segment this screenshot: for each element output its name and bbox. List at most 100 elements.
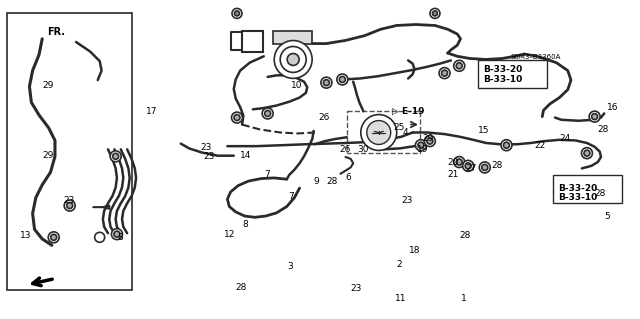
Text: 28: 28 [460,231,470,240]
Text: 23: 23 [200,143,212,152]
Circle shape [589,111,600,122]
Text: 6: 6 [346,174,351,182]
Bar [347,111,420,152]
Text: 14: 14 [240,151,252,160]
Circle shape [463,160,474,171]
Text: B-33-20: B-33-20 [558,184,598,193]
Text: 23: 23 [204,152,215,161]
Circle shape [287,54,299,65]
Circle shape [456,159,462,165]
Text: 28: 28 [491,161,502,170]
Text: FR.: FR. [47,27,65,37]
Text: 20: 20 [448,158,459,167]
Circle shape [456,63,462,69]
Circle shape [67,203,73,209]
Circle shape [367,121,391,145]
Circle shape [482,165,488,170]
Bar [273,31,312,44]
Circle shape [591,114,598,120]
Text: 28: 28 [595,189,606,198]
Bar [7,13,132,290]
Circle shape [265,110,271,116]
Text: B-33-10: B-33-10 [558,193,598,202]
Circle shape [361,115,397,151]
Text: 28: 28 [598,125,609,134]
Text: 7: 7 [264,170,270,179]
Circle shape [262,108,273,119]
Text: 23: 23 [351,284,362,293]
Circle shape [111,229,122,240]
Bar [242,31,262,51]
Circle shape [501,140,512,151]
Text: 2: 2 [397,260,403,269]
Circle shape [582,148,593,159]
Text: 29: 29 [422,134,433,143]
Text: B-33-10: B-33-10 [483,75,523,84]
Text: ▷ E-19: ▷ E-19 [392,107,425,116]
Circle shape [232,8,242,19]
Circle shape [339,77,346,82]
Text: 26: 26 [319,113,330,122]
Text: 30: 30 [357,145,369,154]
Circle shape [274,41,312,78]
Text: 9: 9 [314,177,319,186]
Circle shape [234,11,239,16]
Circle shape [114,231,120,237]
Text: S6M3–B3360A: S6M3–B3360A [510,54,561,60]
Text: 25: 25 [394,122,405,132]
Circle shape [51,234,57,240]
Circle shape [48,232,59,243]
Circle shape [418,142,424,148]
Text: B-33-20: B-33-20 [483,65,523,74]
Circle shape [95,232,105,242]
Text: 22: 22 [534,141,545,150]
Text: 4: 4 [403,128,409,137]
Circle shape [442,70,447,76]
Text: 28: 28 [326,177,338,186]
Circle shape [323,80,330,85]
Text: 26: 26 [339,145,351,154]
Circle shape [321,77,332,88]
Circle shape [454,157,465,167]
Text: 17: 17 [147,107,158,116]
Text: 1: 1 [461,294,467,303]
Text: 16: 16 [607,103,619,112]
Circle shape [584,150,590,156]
Text: 15: 15 [478,126,490,135]
Circle shape [454,60,465,71]
Circle shape [427,138,433,144]
Circle shape [337,74,348,85]
Circle shape [280,47,306,72]
Circle shape [234,115,240,121]
Text: 29: 29 [42,151,54,160]
Text: 19: 19 [417,145,429,154]
Text: 10: 10 [291,81,303,90]
Text: 21: 21 [448,170,459,179]
Text: 28: 28 [236,283,247,292]
Text: 18: 18 [410,247,421,256]
Text: 7: 7 [288,192,294,202]
Circle shape [110,151,121,162]
Text: 8: 8 [242,220,248,229]
Circle shape [424,136,435,146]
Bar [553,175,622,203]
Circle shape [64,200,75,211]
Circle shape [433,11,438,16]
Text: 11: 11 [396,294,407,303]
Text: 13: 13 [20,231,31,240]
Text: 24: 24 [559,134,571,143]
Circle shape [232,112,243,123]
Text: 23: 23 [402,196,413,205]
Text: 5: 5 [604,212,610,221]
Circle shape [465,163,471,169]
Circle shape [415,140,426,151]
Text: 29: 29 [42,81,54,90]
Text: 27: 27 [466,164,477,173]
Text: 3: 3 [287,262,292,271]
Text: 23: 23 [63,196,75,205]
Circle shape [430,8,440,19]
Circle shape [439,68,450,78]
Circle shape [113,153,118,159]
Text: 12: 12 [224,230,236,239]
Bar [478,60,547,88]
